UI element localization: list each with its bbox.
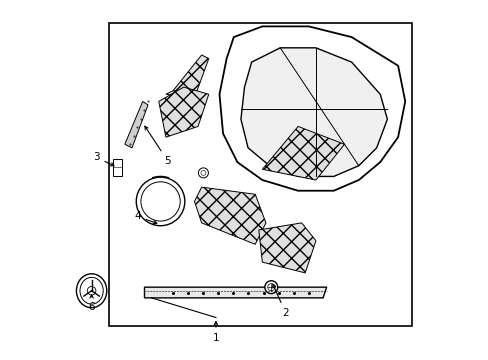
- Circle shape: [198, 168, 208, 178]
- Text: 2: 2: [272, 284, 288, 318]
- Polygon shape: [159, 87, 208, 137]
- Circle shape: [267, 284, 274, 291]
- Circle shape: [201, 170, 205, 175]
- Polygon shape: [165, 55, 208, 98]
- Polygon shape: [241, 48, 386, 176]
- Polygon shape: [124, 102, 148, 148]
- Polygon shape: [258, 223, 315, 273]
- Ellipse shape: [76, 274, 106, 308]
- Circle shape: [264, 281, 277, 294]
- Text: 1: 1: [212, 321, 219, 343]
- Text: 6: 6: [88, 295, 95, 312]
- Circle shape: [136, 177, 184, 226]
- Text: 5: 5: [144, 126, 171, 166]
- Polygon shape: [219, 26, 405, 191]
- Polygon shape: [262, 126, 344, 180]
- Circle shape: [87, 287, 96, 295]
- Text: 4: 4: [134, 211, 157, 224]
- Ellipse shape: [80, 277, 103, 304]
- Bar: [108, 23, 411, 327]
- Polygon shape: [194, 187, 265, 244]
- Circle shape: [141, 182, 180, 221]
- Text: 3: 3: [93, 152, 114, 166]
- Polygon shape: [144, 287, 326, 298]
- Polygon shape: [113, 158, 122, 176]
